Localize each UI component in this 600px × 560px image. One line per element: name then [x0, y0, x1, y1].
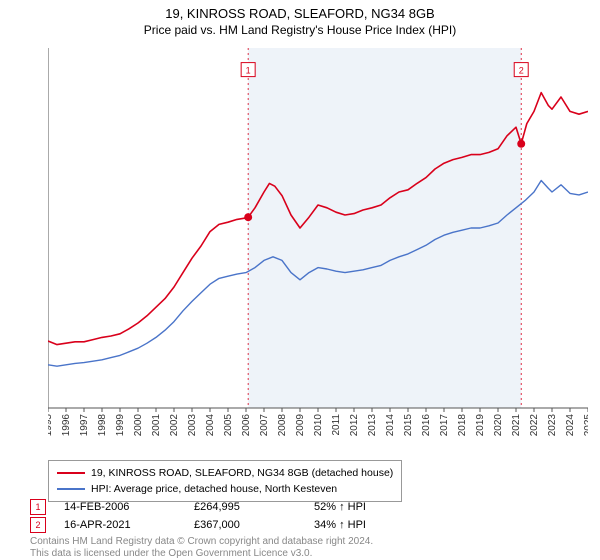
- svg-text:2021: 2021: [511, 414, 522, 437]
- svg-text:2: 2: [519, 66, 524, 76]
- svg-text:2008: 2008: [277, 414, 288, 437]
- svg-text:2020: 2020: [493, 414, 504, 437]
- svg-text:2017: 2017: [439, 414, 450, 437]
- chart-title-line1: 19, KINROSS ROAD, SLEAFORD, NG34 8GB: [0, 6, 600, 21]
- table-row: 1 14-FEB-2006 £264,995 52% ↑ HPI: [30, 498, 424, 516]
- svg-text:2012: 2012: [349, 414, 360, 437]
- sale-delta: 34% ↑ HPI: [314, 519, 424, 531]
- svg-text:2022: 2022: [529, 414, 540, 437]
- chart-svg: £0£50K£100K£150K£200K£250K£300K£350K£400…: [48, 48, 588, 448]
- svg-text:1996: 1996: [61, 414, 72, 437]
- svg-text:1999: 1999: [115, 414, 126, 437]
- svg-text:2024: 2024: [565, 414, 576, 437]
- chart-container: 19, KINROSS ROAD, SLEAFORD, NG34 8GB Pri…: [0, 0, 600, 560]
- svg-text:2005: 2005: [223, 414, 234, 437]
- svg-text:2014: 2014: [385, 414, 396, 437]
- svg-text:2025: 2025: [583, 414, 588, 437]
- svg-text:1998: 1998: [97, 414, 108, 437]
- svg-text:2006: 2006: [241, 414, 252, 437]
- svg-text:2002: 2002: [169, 414, 180, 437]
- svg-text:2007: 2007: [259, 414, 270, 437]
- svg-text:2015: 2015: [403, 414, 414, 437]
- sale-price: £367,000: [194, 519, 314, 531]
- sale-marker-2: 2: [30, 517, 46, 533]
- svg-text:2023: 2023: [547, 414, 558, 437]
- sale-delta: 52% ↑ HPI: [314, 501, 424, 513]
- legend-row-hpi: HPI: Average price, detached house, Nort…: [57, 481, 393, 497]
- svg-text:2010: 2010: [313, 414, 324, 437]
- sale-date: 16-APR-2021: [64, 519, 194, 531]
- svg-text:2009: 2009: [295, 414, 306, 437]
- svg-text:1997: 1997: [79, 414, 90, 437]
- legend-row-property: 19, KINROSS ROAD, SLEAFORD, NG34 8GB (de…: [57, 465, 393, 481]
- table-row: 2 16-APR-2021 £367,000 34% ↑ HPI: [30, 516, 424, 534]
- chart-area: £0£50K£100K£150K£200K£250K£300K£350K£400…: [48, 48, 588, 428]
- credits-line2: This data is licensed under the Open Gov…: [30, 548, 373, 560]
- credits-line1: Contains HM Land Registry data © Crown c…: [30, 536, 373, 548]
- legend-label-hpi: HPI: Average price, detached house, Nort…: [91, 483, 337, 495]
- svg-text:2018: 2018: [457, 414, 468, 437]
- title-block: 19, KINROSS ROAD, SLEAFORD, NG34 8GB Pri…: [0, 0, 600, 37]
- svg-text:2003: 2003: [187, 414, 198, 437]
- svg-text:2013: 2013: [367, 414, 378, 437]
- legend-box: 19, KINROSS ROAD, SLEAFORD, NG34 8GB (de…: [48, 460, 402, 502]
- svg-text:1995: 1995: [48, 414, 54, 437]
- svg-text:2019: 2019: [475, 414, 486, 437]
- svg-text:2000: 2000: [133, 414, 144, 437]
- sales-table: 1 14-FEB-2006 £264,995 52% ↑ HPI 2 16-AP…: [30, 498, 424, 534]
- credits: Contains HM Land Registry data © Crown c…: [30, 536, 373, 559]
- svg-text:2001: 2001: [151, 414, 162, 437]
- legend-label-property: 19, KINROSS ROAD, SLEAFORD, NG34 8GB (de…: [91, 467, 393, 479]
- legend-swatch-hpi: [57, 488, 85, 490]
- sale-marker-1: 1: [30, 499, 46, 515]
- svg-text:2004: 2004: [205, 414, 216, 437]
- chart-title-line2: Price paid vs. HM Land Registry's House …: [0, 23, 600, 37]
- sale-price: £264,995: [194, 501, 314, 513]
- sale-date: 14-FEB-2006: [64, 501, 194, 513]
- svg-text:2011: 2011: [331, 414, 342, 436]
- svg-text:1: 1: [246, 66, 251, 76]
- legend-swatch-property: [57, 472, 85, 474]
- svg-text:2016: 2016: [421, 414, 432, 437]
